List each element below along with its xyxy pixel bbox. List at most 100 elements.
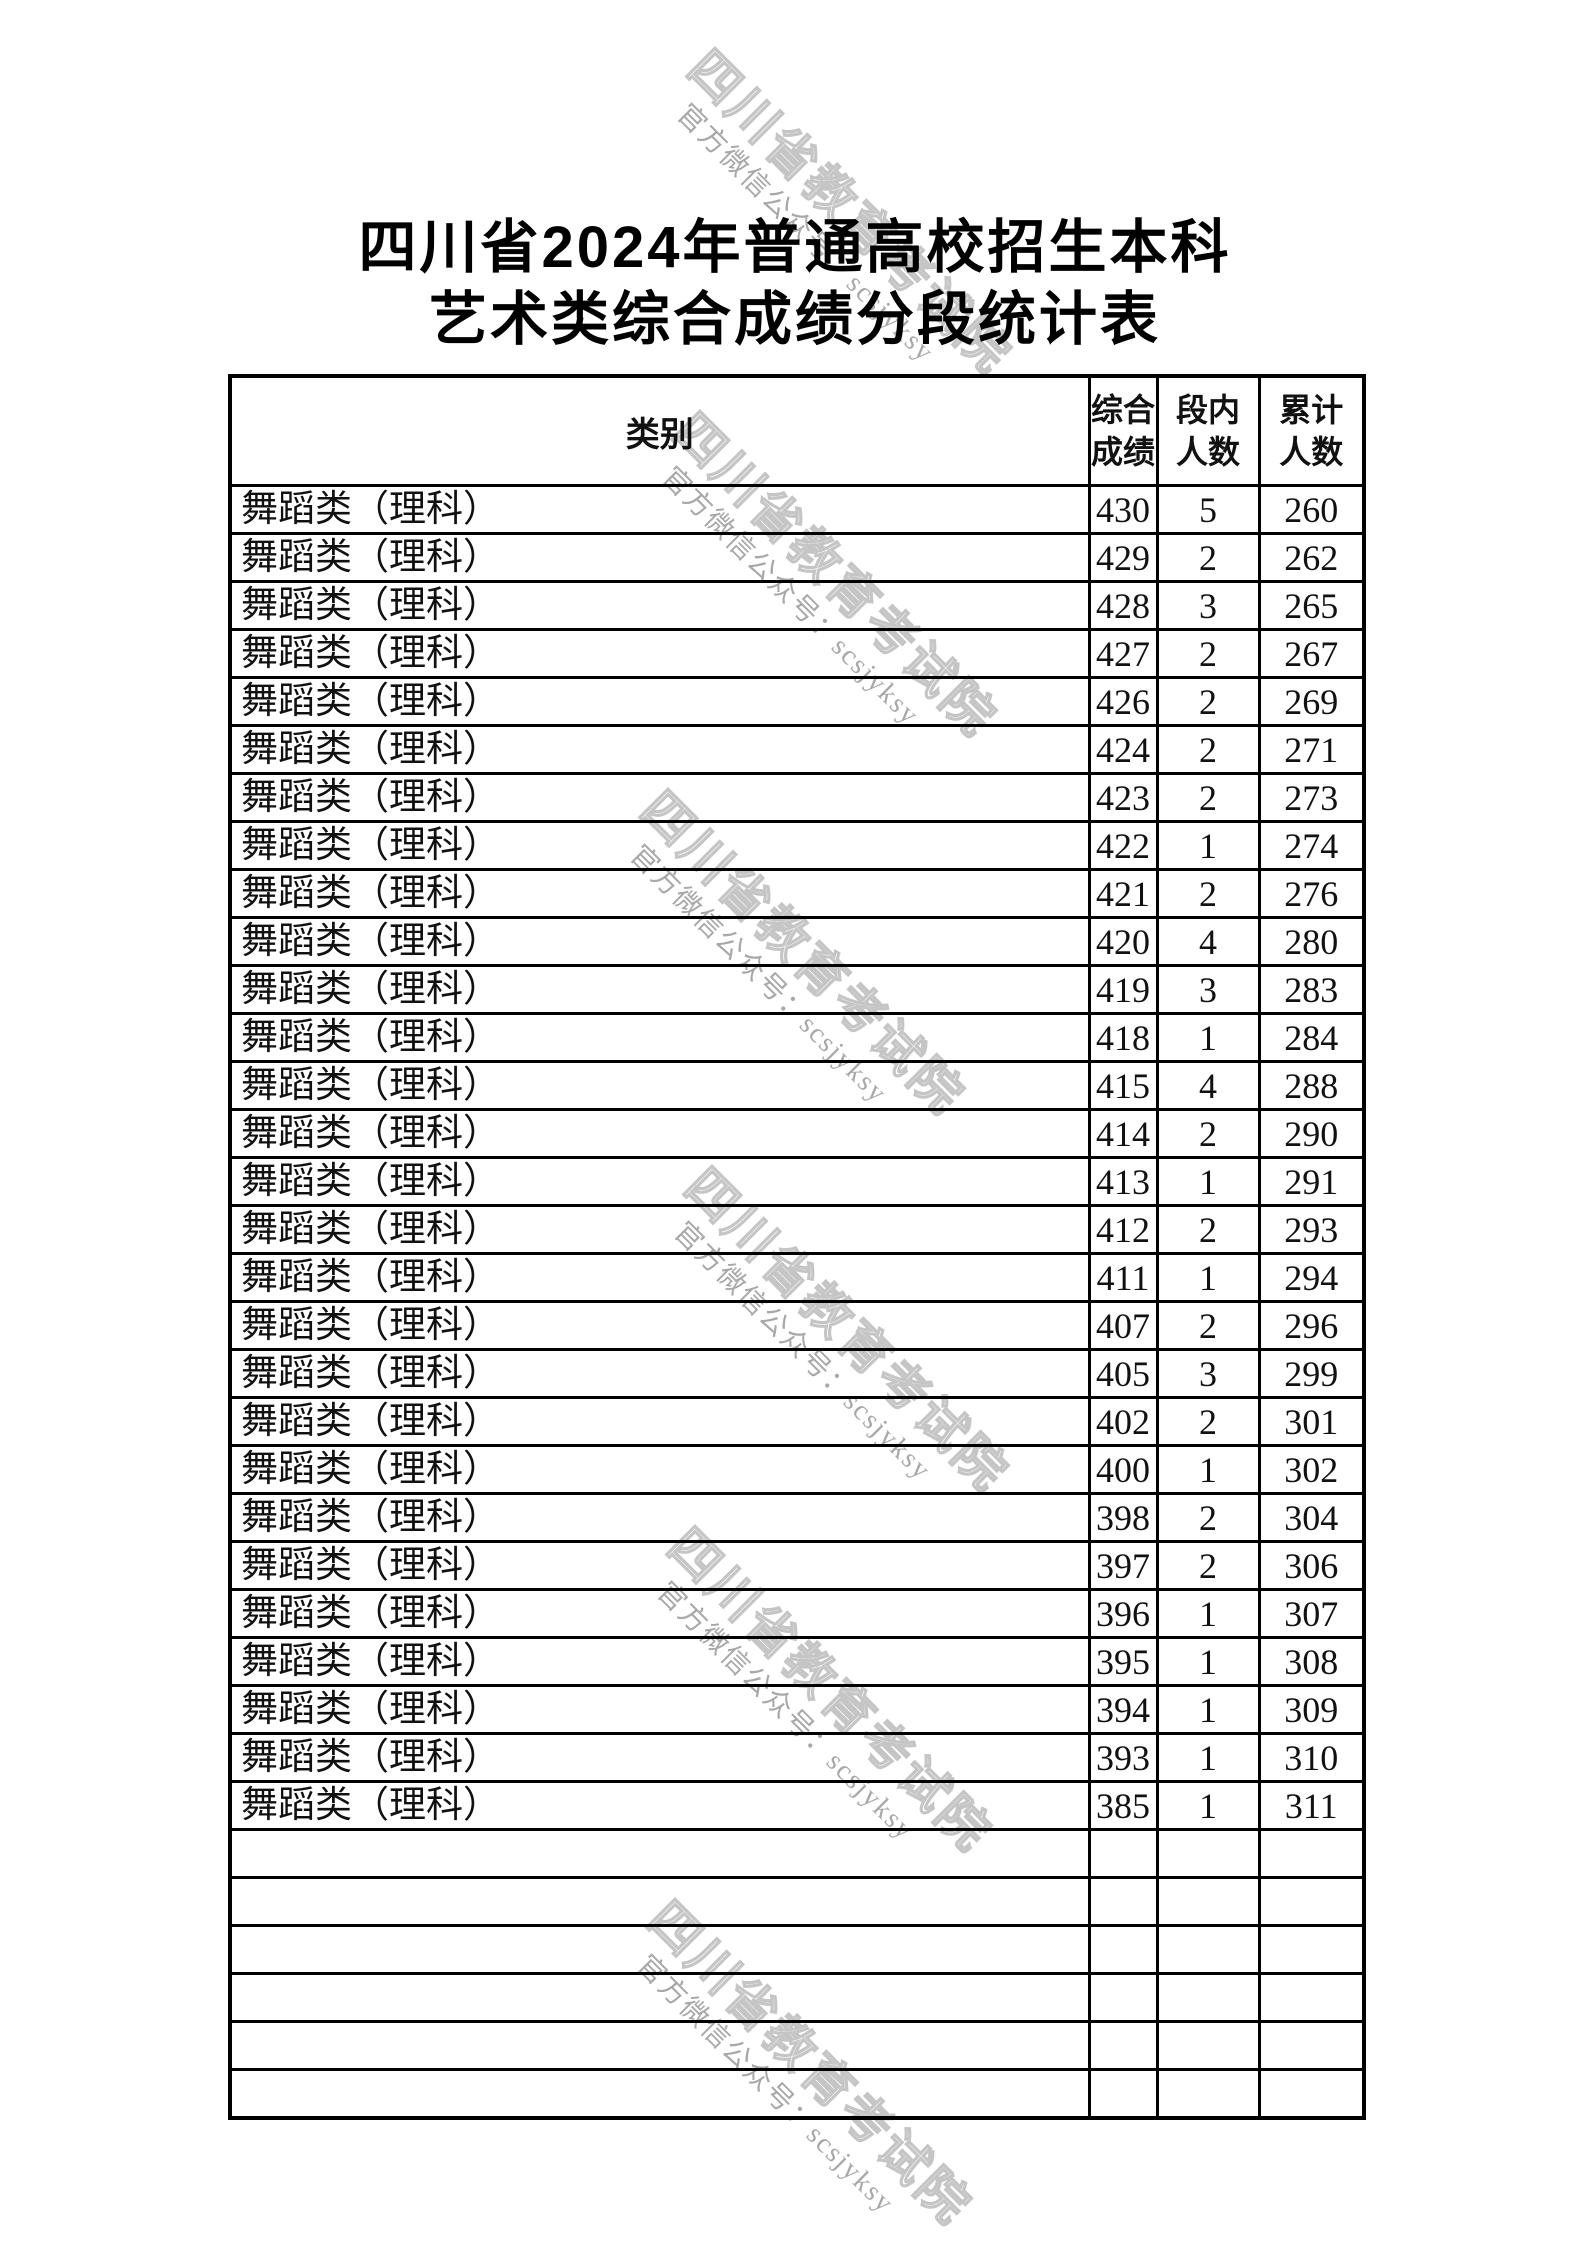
cell-segment-count: 2: [1155, 868, 1261, 919]
cell-cumulative-count: 267: [1257, 628, 1366, 679]
cell-cumulative-count: 311: [1257, 1780, 1366, 1831]
header-score-label: 综合成绩: [1091, 392, 1156, 470]
empty-table-row: [228, 1876, 1366, 1927]
table-row: 舞蹈类（理科） 421 2 276: [228, 868, 1366, 919]
cell-cumulative-count: 260: [1257, 484, 1366, 535]
table-row: 舞蹈类（理科） 400 1 302: [228, 1444, 1366, 1495]
cell-category: 舞蹈类（理科）: [228, 484, 1091, 535]
cell-score: 418: [1087, 1012, 1159, 1063]
cell-segment-count: 2: [1155, 1540, 1261, 1591]
cell-segment-count: 2: [1155, 1492, 1261, 1543]
table-row: 舞蹈类（理科） 423 2 273: [228, 772, 1366, 823]
cell-score: 397: [1087, 1540, 1159, 1591]
cell-cumulative-count: 304: [1257, 1492, 1366, 1543]
page-title-line-1: 四川省2024年普通高校招生本科: [358, 215, 1232, 280]
table-row: 舞蹈类（理科） 411 1 294: [228, 1252, 1366, 1303]
cell-segment-count: 1: [1155, 1780, 1261, 1831]
cell-score: 424: [1087, 724, 1159, 775]
cell-score: 385: [1087, 1780, 1159, 1831]
cell-segment-count: 2: [1155, 1204, 1261, 1255]
cell-cumulative-count: 280: [1257, 916, 1366, 967]
cell-category: 舞蹈类（理科）: [228, 916, 1091, 967]
cell-score: 393: [1087, 1732, 1159, 1783]
header-score: 综合成绩: [1087, 374, 1159, 487]
header-category-label: 类别: [625, 416, 694, 454]
cell-category: 舞蹈类（理科）: [228, 772, 1091, 823]
table-row: 舞蹈类（理科） 398 2 304: [228, 1492, 1366, 1543]
cell-cumulative-count-empty: [1257, 1924, 1366, 1975]
cell-category: 舞蹈类（理科）: [228, 1060, 1091, 1111]
cell-segment-count: 1: [1155, 1636, 1261, 1687]
cell-category: 舞蹈类（理科）: [228, 532, 1091, 583]
cell-category: 舞蹈类（理科）: [228, 1108, 1091, 1159]
cell-category-empty: [228, 1828, 1091, 1879]
cell-cumulative-count: 284: [1257, 1012, 1366, 1063]
cell-category: 舞蹈类（理科）: [228, 1588, 1091, 1639]
cell-score: 415: [1087, 1060, 1159, 1111]
cell-segment-count-empty: [1155, 2068, 1261, 2120]
cell-segment-count: 2: [1155, 1300, 1261, 1351]
cell-score-empty: [1087, 2068, 1159, 2120]
cell-score-empty: [1087, 1876, 1159, 1927]
cell-segment-count-empty: [1155, 1828, 1261, 1879]
cell-category: 舞蹈类（理科）: [228, 1636, 1091, 1687]
cell-category-empty: [228, 2068, 1091, 2120]
cell-segment-count-empty: [1155, 1876, 1261, 1927]
cell-score: 394: [1087, 1684, 1159, 1735]
cell-category: 舞蹈类（理科）: [228, 1780, 1091, 1831]
table-row: 舞蹈类（理科） 422 1 274: [228, 820, 1366, 871]
cell-category: 舞蹈类（理科）: [228, 1012, 1091, 1063]
cell-category: 舞蹈类（理科）: [228, 580, 1091, 631]
cell-score: 414: [1087, 1108, 1159, 1159]
cell-category-empty: [228, 1924, 1091, 1975]
cell-score: 398: [1087, 1492, 1159, 1543]
cell-category: 舞蹈类（理科）: [228, 1732, 1091, 1783]
cell-score: 427: [1087, 628, 1159, 679]
table-row: 舞蹈类（理科） 413 1 291: [228, 1156, 1366, 1207]
cell-category-empty: [228, 1876, 1091, 1927]
cell-category: 舞蹈类（理科）: [228, 1396, 1091, 1447]
table-header-row: 类别 综合成绩 段内人数 累计人数: [228, 374, 1366, 487]
cell-cumulative-count-empty: [1257, 2068, 1366, 2120]
cell-category: 舞蹈类（理科）: [228, 1444, 1091, 1495]
cell-segment-count: 1: [1155, 1684, 1261, 1735]
cell-segment-count: 1: [1155, 1252, 1261, 1303]
cell-score: 407: [1087, 1300, 1159, 1351]
table-row: 舞蹈类（理科） 412 2 293: [228, 1204, 1366, 1255]
cell-category: 舞蹈类（理科）: [228, 1252, 1091, 1303]
cell-cumulative-count-empty: [1257, 2020, 1366, 2071]
cell-segment-count: 1: [1155, 1588, 1261, 1639]
cell-cumulative-count: 291: [1257, 1156, 1366, 1207]
cell-score: 428: [1087, 580, 1159, 631]
cell-score: 413: [1087, 1156, 1159, 1207]
table-row: 舞蹈类（理科） 393 1 310: [228, 1732, 1366, 1783]
cell-cumulative-count: 308: [1257, 1636, 1366, 1687]
empty-table-row: [228, 2068, 1366, 2120]
table-row: 舞蹈类（理科） 419 3 283: [228, 964, 1366, 1015]
cell-segment-count: 3: [1155, 964, 1261, 1015]
cell-category: 舞蹈类（理科）: [228, 628, 1091, 679]
empty-table-row: [228, 1972, 1366, 2023]
cell-category: 舞蹈类（理科）: [228, 820, 1091, 871]
cell-segment-count: 1: [1155, 820, 1261, 871]
cell-cumulative-count: 273: [1257, 772, 1366, 823]
cell-score-empty: [1087, 1828, 1159, 1879]
cell-category: 舞蹈类（理科）: [228, 1204, 1091, 1255]
cell-segment-count-empty: [1155, 1924, 1261, 1975]
score-statistics-table: 类别 综合成绩 段内人数 累计人数 舞蹈类（理科） 430 5 260 舞蹈类（理科） 4…: [228, 374, 1366, 2120]
empty-table-row: [228, 2020, 1366, 2071]
cell-segment-count: 2: [1155, 532, 1261, 583]
cell-score-empty: [1087, 1972, 1159, 2023]
table-row: 舞蹈类（理科） 414 2 290: [228, 1108, 1366, 1159]
table-row: 舞蹈类（理科） 385 1 311: [228, 1780, 1366, 1831]
cell-cumulative-count: 302: [1257, 1444, 1366, 1495]
cell-cumulative-count: 276: [1257, 868, 1366, 919]
cell-segment-count: 2: [1155, 628, 1261, 679]
cell-score: 400: [1087, 1444, 1159, 1495]
table-row: 舞蹈类（理科） 420 4 280: [228, 916, 1366, 967]
cell-score: 429: [1087, 532, 1159, 583]
table-row: 舞蹈类（理科） 396 1 307: [228, 1588, 1366, 1639]
page-title-line-2: 艺术类综合成绩分段统计表: [428, 287, 1161, 352]
table-row: 舞蹈类（理科） 429 2 262: [228, 532, 1366, 583]
